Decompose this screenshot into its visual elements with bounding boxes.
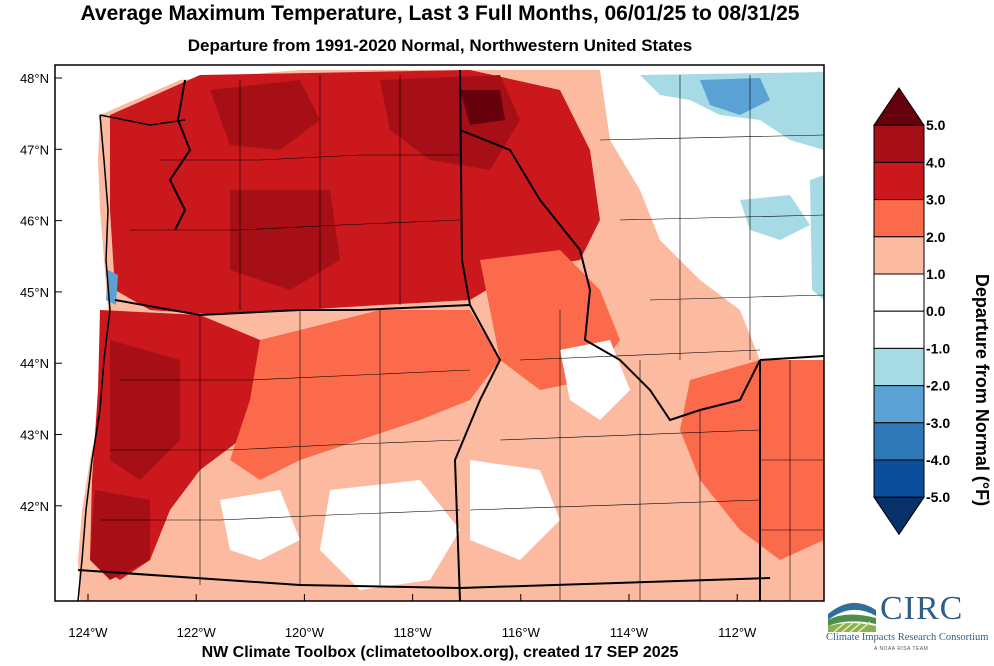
- lon-tick-label: 118°W: [393, 625, 432, 640]
- state-boundaries: [77, 69, 824, 601]
- boundary-id-mt: [459, 129, 761, 422]
- colorbar-swatch: [873, 236, 925, 275]
- colorbar-swatch: [873, 459, 925, 498]
- colorbar-swatch: [873, 422, 925, 461]
- lon-tick-label: 116°W: [502, 625, 541, 640]
- lon-tick-label: 114°W: [610, 625, 649, 640]
- colorbar-bottom-arrow: [873, 496, 925, 536]
- colorbar-swatch: [873, 273, 925, 312]
- neutral-patch-central-idaho: [560, 340, 630, 420]
- colorbar-swatch: [873, 161, 925, 201]
- map-subtitle: Departure from 1991-2020 Normal, Northwe…: [187, 36, 693, 55]
- map-frame: [54, 64, 825, 602]
- lat-tick-label: 45°N: [20, 285, 49, 300]
- cool-patch-central-montana: [740, 195, 810, 240]
- colorbar-swatch: [873, 385, 925, 424]
- circ-landscape-icon: [828, 602, 876, 633]
- colorbar-label: 4.0: [926, 154, 946, 170]
- cool-core-montana: [700, 78, 770, 115]
- neutral-patch-oregon-south: [220, 490, 300, 560]
- circ-logo-wordmark: CIRC: [880, 590, 964, 627]
- colorbar-label: -5.0: [926, 489, 950, 505]
- neutral-patch-se-oregon: [320, 480, 460, 590]
- circ-logo-subtitle: Climate Impacts Research Consortium: [826, 632, 989, 643]
- colorbar-swatch: [873, 310, 925, 349]
- boundary-mt-wy: [759, 355, 824, 361]
- map-footer: NW Climate Toolbox (climatetoolbox.org),…: [201, 644, 679, 661]
- lat-tick-label: 46°N: [20, 214, 49, 229]
- colorbar-swatch: [873, 124, 925, 163]
- pacific-coastline: [77, 114, 111, 601]
- cool-strip-east-edge: [810, 175, 824, 300]
- map-figure: 48°N47°N46°N45°N44°N43°N42°N 124°W 122°W 1…: [20, 64, 992, 640]
- lon-tick-label: 124°W: [68, 625, 108, 640]
- lat-tick-label: 44°N: [20, 356, 49, 371]
- hot-core-oregon-cascades: [110, 340, 180, 480]
- boundary-or-id: [453, 304, 502, 601]
- boundary-or-ca-nv: [77, 569, 771, 590]
- map-title: Average Maximum Temperature, Last 3 Full…: [80, 2, 800, 25]
- lat-tick-label: 47°N: [20, 142, 49, 157]
- colorbar-label: 3.0: [926, 192, 946, 208]
- hot-core-north-cascades: [210, 80, 320, 150]
- longitude-axis: 124°W 122°W 120°W 118°W 116°W 114°W 112°W: [68, 594, 757, 640]
- colorbar-top-arrow: [873, 87, 925, 126]
- strait-of-juan-de-fuca: [99, 114, 186, 126]
- colorbar: 5.0 4.0 3.0 2.0 1.0 0.0 -1.0 -2.0 -3.0 -4.0 -5.0: [873, 87, 950, 536]
- lon-tick-label: 122°W: [177, 625, 217, 640]
- lat-tick-label: 48°N: [20, 71, 49, 86]
- colorbar-label: -4.0: [926, 452, 950, 468]
- hot-core-central-washington: [230, 190, 340, 290]
- colorbar-title: Departure from Normal (°F): [972, 274, 992, 506]
- colorbar-label: -3.0: [926, 415, 950, 431]
- neutral-region-montana: [600, 70, 824, 360]
- colorbar-label: 5.0: [926, 117, 946, 133]
- colorbar-swatch: [873, 199, 925, 238]
- moderate-warm-oregon-central: [230, 310, 500, 480]
- lat-tick-label: 43°N: [20, 428, 49, 443]
- latitude-axis: 48°N 47°N 46°N 45°N 44°N 43°N 42°N: [20, 71, 62, 514]
- hot-spot-nw-montana: [460, 90, 505, 125]
- lon-tick-label: 120°W: [285, 625, 325, 640]
- neutral-patch-sw-idaho: [470, 460, 560, 560]
- circ-logo: CIRC Climate Impacts Research Consortium…: [826, 590, 991, 660]
- colorbar-label: -1.0: [926, 340, 950, 356]
- colorbar-label: 2.0: [926, 229, 946, 245]
- puget-sound: [168, 79, 192, 231]
- temperature-departure-map: [55, 65, 824, 601]
- lat-tick-label: 42°N: [20, 499, 49, 514]
- boundary-wa-id: [459, 69, 471, 306]
- hot-core-sw-oregon: [90, 490, 150, 580]
- moderate-warm-east-idaho: [680, 360, 824, 560]
- colorbar-label: -2.0: [926, 378, 950, 394]
- colorbar-label: 1.0: [926, 266, 946, 282]
- lon-tick-label: 112°W: [718, 625, 757, 640]
- colorbar-label: 0.0: [926, 303, 946, 319]
- county-boundaries: [100, 75, 824, 601]
- circ-logo-tagline: A NOAA RISA TEAM: [874, 646, 929, 652]
- colorbar-swatch: [873, 347, 925, 387]
